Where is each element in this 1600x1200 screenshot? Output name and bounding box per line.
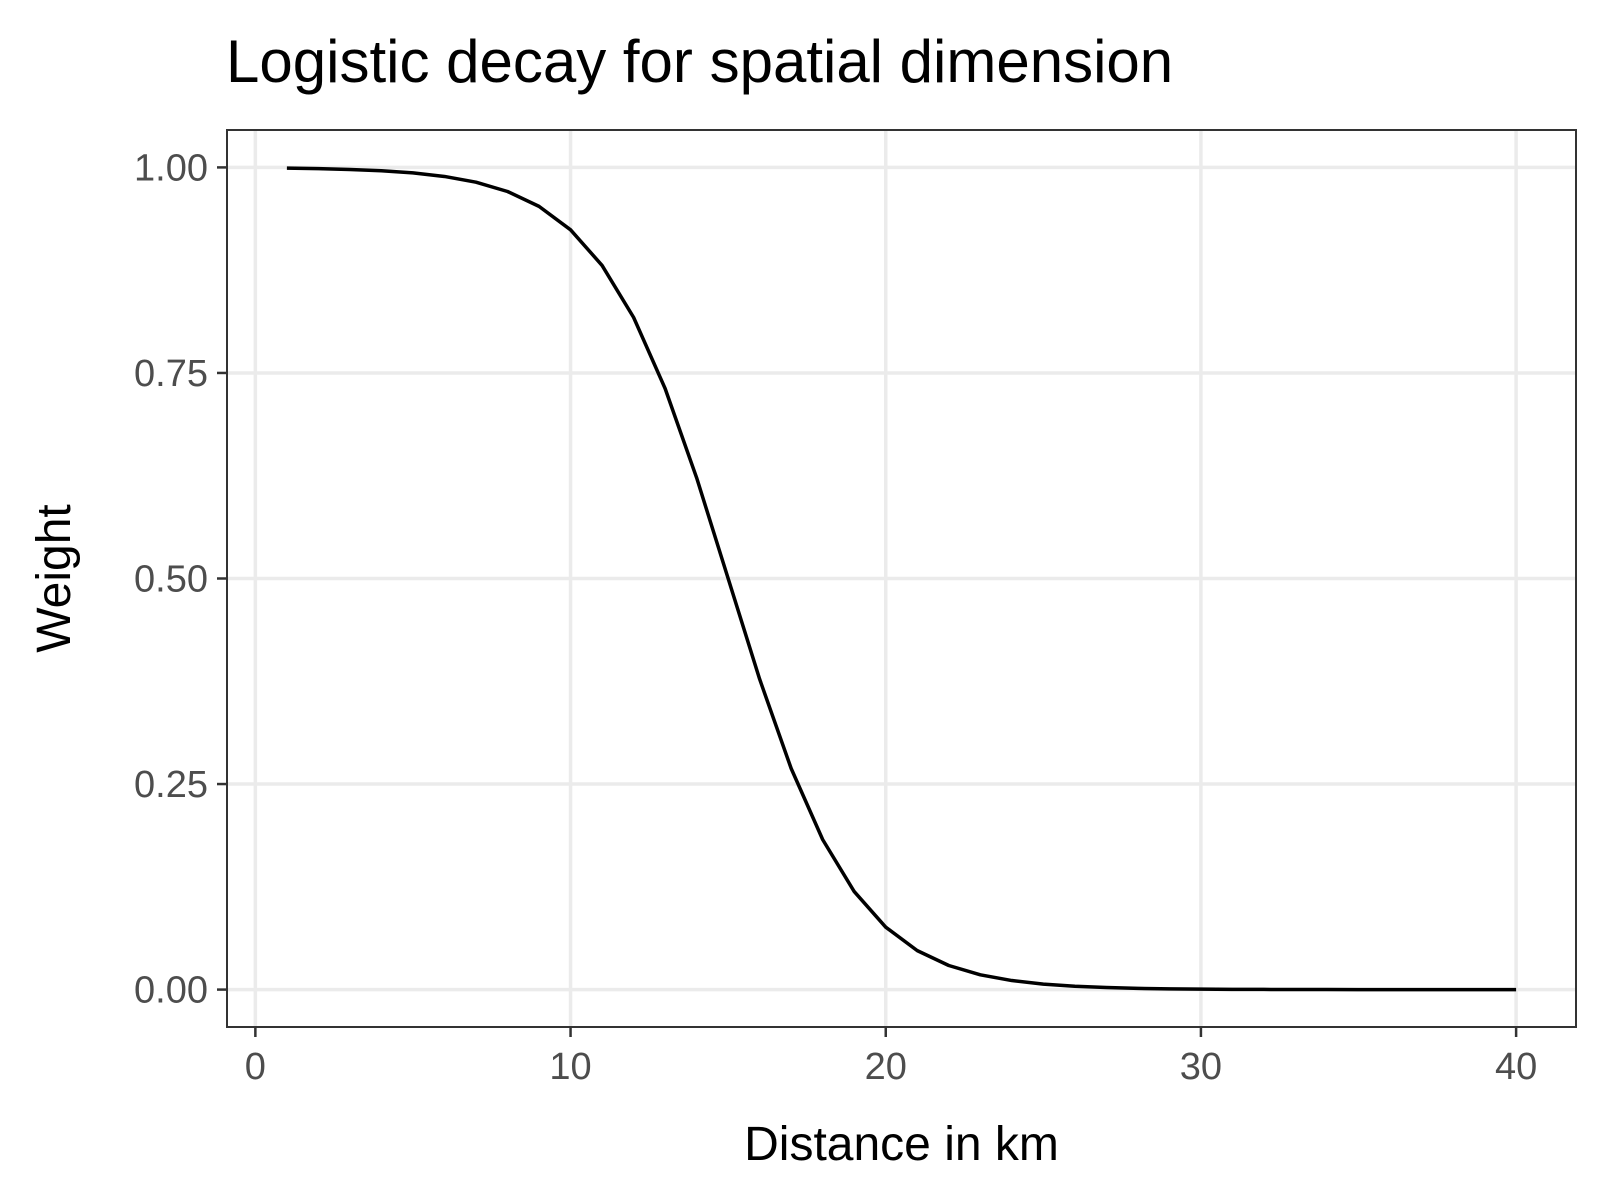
y-axis-title: Weight [28, 504, 81, 653]
y-tick-label: 0.75 [134, 353, 208, 395]
x-tick-label: 30 [1180, 1046, 1222, 1088]
x-tick-label: 10 [549, 1046, 591, 1088]
chart-title: Logistic decay for spatial dimension [226, 28, 1173, 95]
y-tick-label: 0.00 [134, 970, 208, 1012]
x-tick-label: 0 [245, 1046, 266, 1088]
series-layer [286, 166, 1517, 992]
grid [227, 130, 1576, 1027]
x-tick-label: 40 [1495, 1046, 1537, 1088]
x-axis-title: Distance in km [744, 1118, 1059, 1171]
y-tick-label: 0.25 [134, 764, 208, 806]
series-line-0 [286, 166, 1517, 992]
y-tick-label: 0.50 [134, 559, 208, 601]
axis-ticks: 0 10 20 30 40 0.00 0.25 0.50 0.75 1.00 [134, 147, 1537, 1088]
x-tick-label: 20 [865, 1046, 907, 1088]
y-tick-label: 1.00 [134, 147, 208, 189]
